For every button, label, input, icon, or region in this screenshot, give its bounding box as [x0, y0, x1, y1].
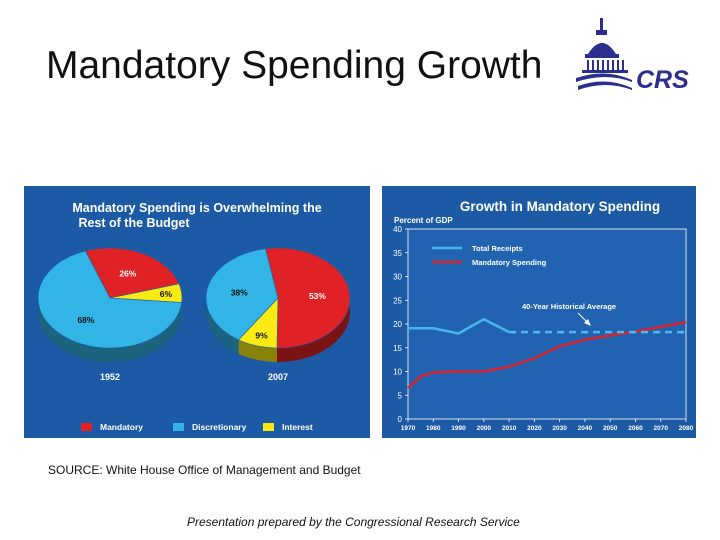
- source-note: SOURCE: White House Office of Management…: [48, 463, 361, 477]
- y-tick-label: 10: [393, 368, 402, 377]
- x-tick-label: 2040: [578, 425, 593, 432]
- y-axis-label: Percent of GDP: [394, 216, 453, 225]
- y-tick-label: 5: [398, 391, 403, 400]
- pie-data-label-mandatory: 53%: [309, 291, 326, 301]
- pie-legend: Mandatory Discretionary Interest: [81, 422, 313, 432]
- x-tick-label: 2020: [527, 425, 542, 432]
- historical-average-annotation: 40-Year Historical Average: [522, 302, 616, 326]
- logo-text: CRS: [636, 66, 689, 94]
- line-chart-title: Growth in Mandatory Spending: [460, 199, 660, 214]
- pie-chart-title-line-1: Mandatory Spending is Overwhelming the: [72, 201, 321, 215]
- pie-data-label-discretionary: 68%: [77, 315, 94, 325]
- pie-chart-title-line-2: Rest of the Budget: [78, 216, 190, 230]
- pie-chart-panel: Mandatory Spending is Overwhelming the R…: [24, 186, 370, 438]
- line-legend: Total Receipts Mandatory Spending: [432, 244, 547, 267]
- legend-label-total-receipts: Total Receipts: [472, 244, 523, 253]
- legend-label-mandatory-spending: Mandatory Spending: [472, 258, 547, 267]
- y-tick-label: 0: [398, 415, 403, 424]
- x-tick-label: 1970: [401, 425, 416, 432]
- pie-data-label-interest: 9%: [255, 330, 268, 340]
- annotation-label: 40-Year Historical Average: [522, 302, 616, 311]
- x-tick-label: 2010: [502, 425, 517, 432]
- pie-slice-mandatory: [265, 247, 351, 349]
- pie-year-label: 1952: [100, 372, 120, 382]
- annotation-arrowhead: [584, 319, 591, 326]
- pie-data-label-discretionary: 38%: [231, 287, 248, 297]
- pie-year-label: 2007: [268, 372, 288, 382]
- x-tick-label: 2050: [603, 425, 618, 432]
- x-tick-label: 2080: [679, 425, 694, 432]
- legend-swatch-discretionary: [173, 423, 184, 431]
- pie-side-interest: [238, 339, 277, 362]
- capitol-dome-icon: [576, 18, 632, 90]
- pie-slice-discretionary: [205, 248, 279, 341]
- legend-swatch-interest: [263, 423, 274, 431]
- pie-data-label-mandatory: 26%: [119, 268, 136, 278]
- line-chart-panel: Growth in Mandatory Spending Percent of …: [382, 186, 696, 438]
- y-tick-label: 30: [393, 273, 402, 282]
- legend-label-discretionary: Discretionary: [192, 422, 247, 432]
- y-tick-label: 15: [393, 344, 402, 353]
- y-tick-label: 40: [393, 225, 402, 234]
- y-tick-label: 20: [393, 320, 402, 329]
- x-tick-label: 1990: [451, 425, 466, 432]
- x-tick-label: 2070: [653, 425, 668, 432]
- plot-area: [407, 228, 687, 420]
- pie-slice-mandatory: [84, 247, 180, 299]
- line-total-receipts: [408, 318, 510, 335]
- x-tick-label: 2030: [552, 425, 567, 432]
- legend-swatch-mandatory: [81, 423, 92, 431]
- legend-label-mandatory: Mandatory: [100, 422, 143, 432]
- pie-slice-discretionary: [37, 250, 183, 349]
- y-tick-label: 35: [393, 249, 402, 258]
- slide-title: Mandatory Spending Growth: [46, 44, 543, 87]
- crs-logo: CRS: [576, 18, 689, 94]
- presentation-credit: Presentation prepared by the Congression…: [187, 515, 520, 529]
- pie-chart: Mandatory Spending is Overwhelming the R…: [37, 201, 351, 432]
- pie-2007: 53% 9% 38% 2007: [205, 247, 351, 382]
- pie-1952: 26% 6% 68% 1952: [37, 247, 183, 382]
- pie-data-label-interest: 6%: [160, 289, 173, 299]
- x-tick-label: 2000: [477, 425, 492, 432]
- x-tick-label: 1980: [426, 425, 441, 432]
- line-chart: Growth in Mandatory Spending Percent of …: [393, 199, 694, 432]
- y-tick-label: 25: [393, 296, 402, 305]
- x-tick-label: 2060: [628, 425, 643, 432]
- legend-label-interest: Interest: [282, 422, 313, 432]
